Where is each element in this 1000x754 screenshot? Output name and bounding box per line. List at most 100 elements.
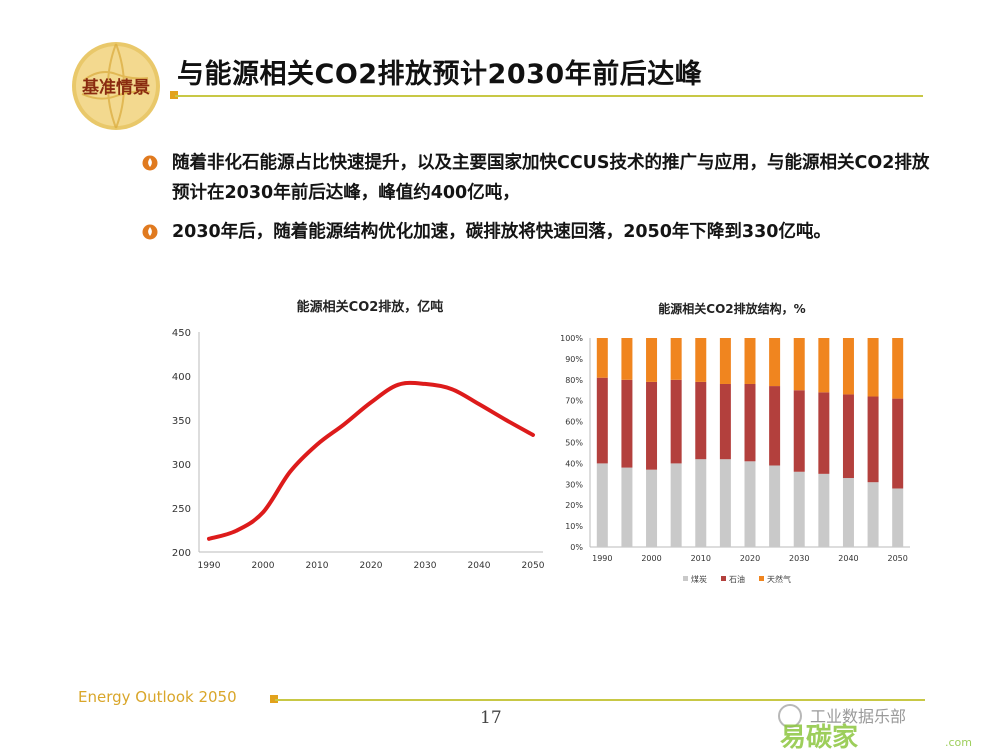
bar-segment-2 <box>670 338 682 380</box>
bar-segment-1 <box>695 381 707 460</box>
y-tick-label: 50% <box>565 439 583 448</box>
bullet-item: 随着非化石能源占比快速提升，以及主要国家加快CCUS技术的推广与应用，与能源相关… <box>142 148 932 208</box>
series-line <box>207 380 535 541</box>
y-tick-label: 90% <box>565 355 583 364</box>
x-tick-label: 2030 <box>789 554 809 563</box>
bar-segment-2 <box>744 338 756 384</box>
bullet-list: 随着非化石能源占比快速提升，以及主要国家加快CCUS技术的推广与应用，与能源相关… <box>142 148 932 256</box>
x-tick-label: 2000 <box>641 554 661 563</box>
x-tick-label: 2020 <box>740 554 760 563</box>
y-tick-label: 20% <box>565 501 583 510</box>
watermark-text: 工业数据乐部 <box>810 707 906 726</box>
y-tick-label: 350 <box>172 416 191 427</box>
bar-segment-1 <box>769 386 781 466</box>
bar-segment-0 <box>793 471 805 547</box>
legend-label: 天然气 <box>767 574 791 584</box>
x-tick-label: 2010 <box>306 561 329 571</box>
bar-segment-1 <box>744 383 756 462</box>
bullet-item: 2030年后，随着能源结构优化加速，碳排放将快速回落，2050年下降到330亿吨… <box>142 217 932 247</box>
title-rule <box>175 95 923 97</box>
x-tick-label: 2050 <box>522 561 545 571</box>
y-tick-label: 450 <box>172 328 191 339</box>
y-tick-label: 100% <box>560 334 583 343</box>
bar-segment-2 <box>596 338 608 378</box>
bar-segment-2 <box>695 338 707 382</box>
bar-segment-2 <box>646 338 658 382</box>
bar-segment-2 <box>867 338 879 397</box>
flame-bullet-icon <box>142 155 158 171</box>
x-tick-label: 1990 <box>592 554 612 563</box>
bar-segment-2 <box>793 338 805 391</box>
bar-segment-2 <box>818 338 830 393</box>
bar-segment-0 <box>867 482 879 547</box>
bar-segment-0 <box>719 459 731 547</box>
bar-segment-1 <box>719 383 731 460</box>
bar-segment-0 <box>818 473 830 547</box>
bar-segment-2 <box>842 338 854 395</box>
y-tick-label: 30% <box>565 480 583 489</box>
chart-title: 能源相关CO2排放，亿吨 <box>297 299 444 315</box>
y-tick-label: 80% <box>565 376 583 385</box>
bar-segment-1 <box>892 398 904 489</box>
bar-segment-1 <box>646 381 658 470</box>
y-tick-label: 70% <box>565 397 583 406</box>
x-tick-label: 2050 <box>888 554 908 563</box>
x-tick-label: 2030 <box>414 561 437 571</box>
chart-title: 能源相关CO2排放结构，% <box>658 301 805 316</box>
bar-segment-0 <box>596 463 608 547</box>
footer-rule <box>275 699 925 701</box>
bar-segment-2 <box>892 338 904 399</box>
footer-report-label: Energy Outlook 2050 <box>78 688 237 706</box>
bar-segment-0 <box>744 461 756 547</box>
bar-segment-2 <box>621 338 633 380</box>
x-tick-label: 2020 <box>360 561 383 571</box>
co2-emissions-line-chart-svg: 能源相关CO2排放，亿吨 200 250 300 350 400 450 1990 2000… <box>172 299 545 571</box>
flame-bullet-icon <box>142 224 158 240</box>
bar-segment-0 <box>892 488 904 547</box>
legend-label: 石油 <box>729 574 745 584</box>
legend-swatch <box>759 576 764 581</box>
bullet-text: 随着非化石能源占比快速提升，以及主要国家加快CCUS技术的推广与应用，与能源相关… <box>172 153 930 203</box>
bar-segment-0 <box>842 478 854 547</box>
section-badge-globe: 基准情景 <box>70 40 162 132</box>
x-tick-label: 2040 <box>838 554 858 563</box>
bar-segment-0 <box>621 467 633 547</box>
y-tick-label: 400 <box>172 372 191 383</box>
y-tick-label: 40% <box>565 459 583 468</box>
legend-swatch <box>721 576 726 581</box>
title-rule-marker <box>170 91 178 99</box>
y-tick-label: 60% <box>565 418 583 427</box>
slide-title: 与能源相关CO2排放预计2030年前后达峰 <box>177 59 703 90</box>
bar-segment-1 <box>596 377 608 464</box>
page-number: 17 <box>480 708 502 728</box>
co2-structure-stacked-bar-chart: 能源相关CO2排放结构，% 0% 10% 20% 30% 40% 50% 60% 70% 80%… <box>550 290 910 600</box>
x-tick-label: 2040 <box>468 561 491 571</box>
section-badge-label: 基准情景 <box>81 77 150 98</box>
bar-segment-1 <box>867 396 879 483</box>
footer-rule-marker <box>270 695 278 703</box>
bar-segment-1 <box>818 392 830 474</box>
bar-segment-1 <box>670 379 682 464</box>
y-tick-label: 200 <box>172 548 191 559</box>
bar-segment-1 <box>621 379 633 468</box>
watermark-brand: 易碳家 <box>780 722 858 750</box>
bar-segment-1 <box>793 390 805 472</box>
y-tick-label: 0% <box>570 543 583 552</box>
bar-segment-1 <box>842 394 854 479</box>
watermark-domain: .com <box>945 736 972 749</box>
bar-segment-2 <box>769 338 781 387</box>
bar-segment-0 <box>646 469 658 547</box>
bar-segment-0 <box>670 463 682 547</box>
watermark: 工业数据乐部 易碳家 .com <box>770 700 995 753</box>
x-tick-label: 1990 <box>198 561 221 571</box>
y-tick-label: 10% <box>565 522 583 531</box>
bullet-text: 2030年后，随着能源结构优化加速，碳排放将快速回落，2050年下降到330亿吨… <box>172 222 831 242</box>
x-tick-label: 2010 <box>691 554 711 563</box>
bar-segment-0 <box>769 465 781 547</box>
y-tick-label: 300 <box>172 460 191 471</box>
co2-structure-stacked-bar-chart-svg: 能源相关CO2排放结构，% 0% 10% 20% 30% 40% 50% 60% 70% 80%… <box>560 301 910 584</box>
bar-segment-0 <box>695 459 707 547</box>
y-tick-label: 250 <box>172 504 191 515</box>
legend-label: 煤炭 <box>691 574 707 584</box>
x-tick-label: 2000 <box>252 561 275 571</box>
